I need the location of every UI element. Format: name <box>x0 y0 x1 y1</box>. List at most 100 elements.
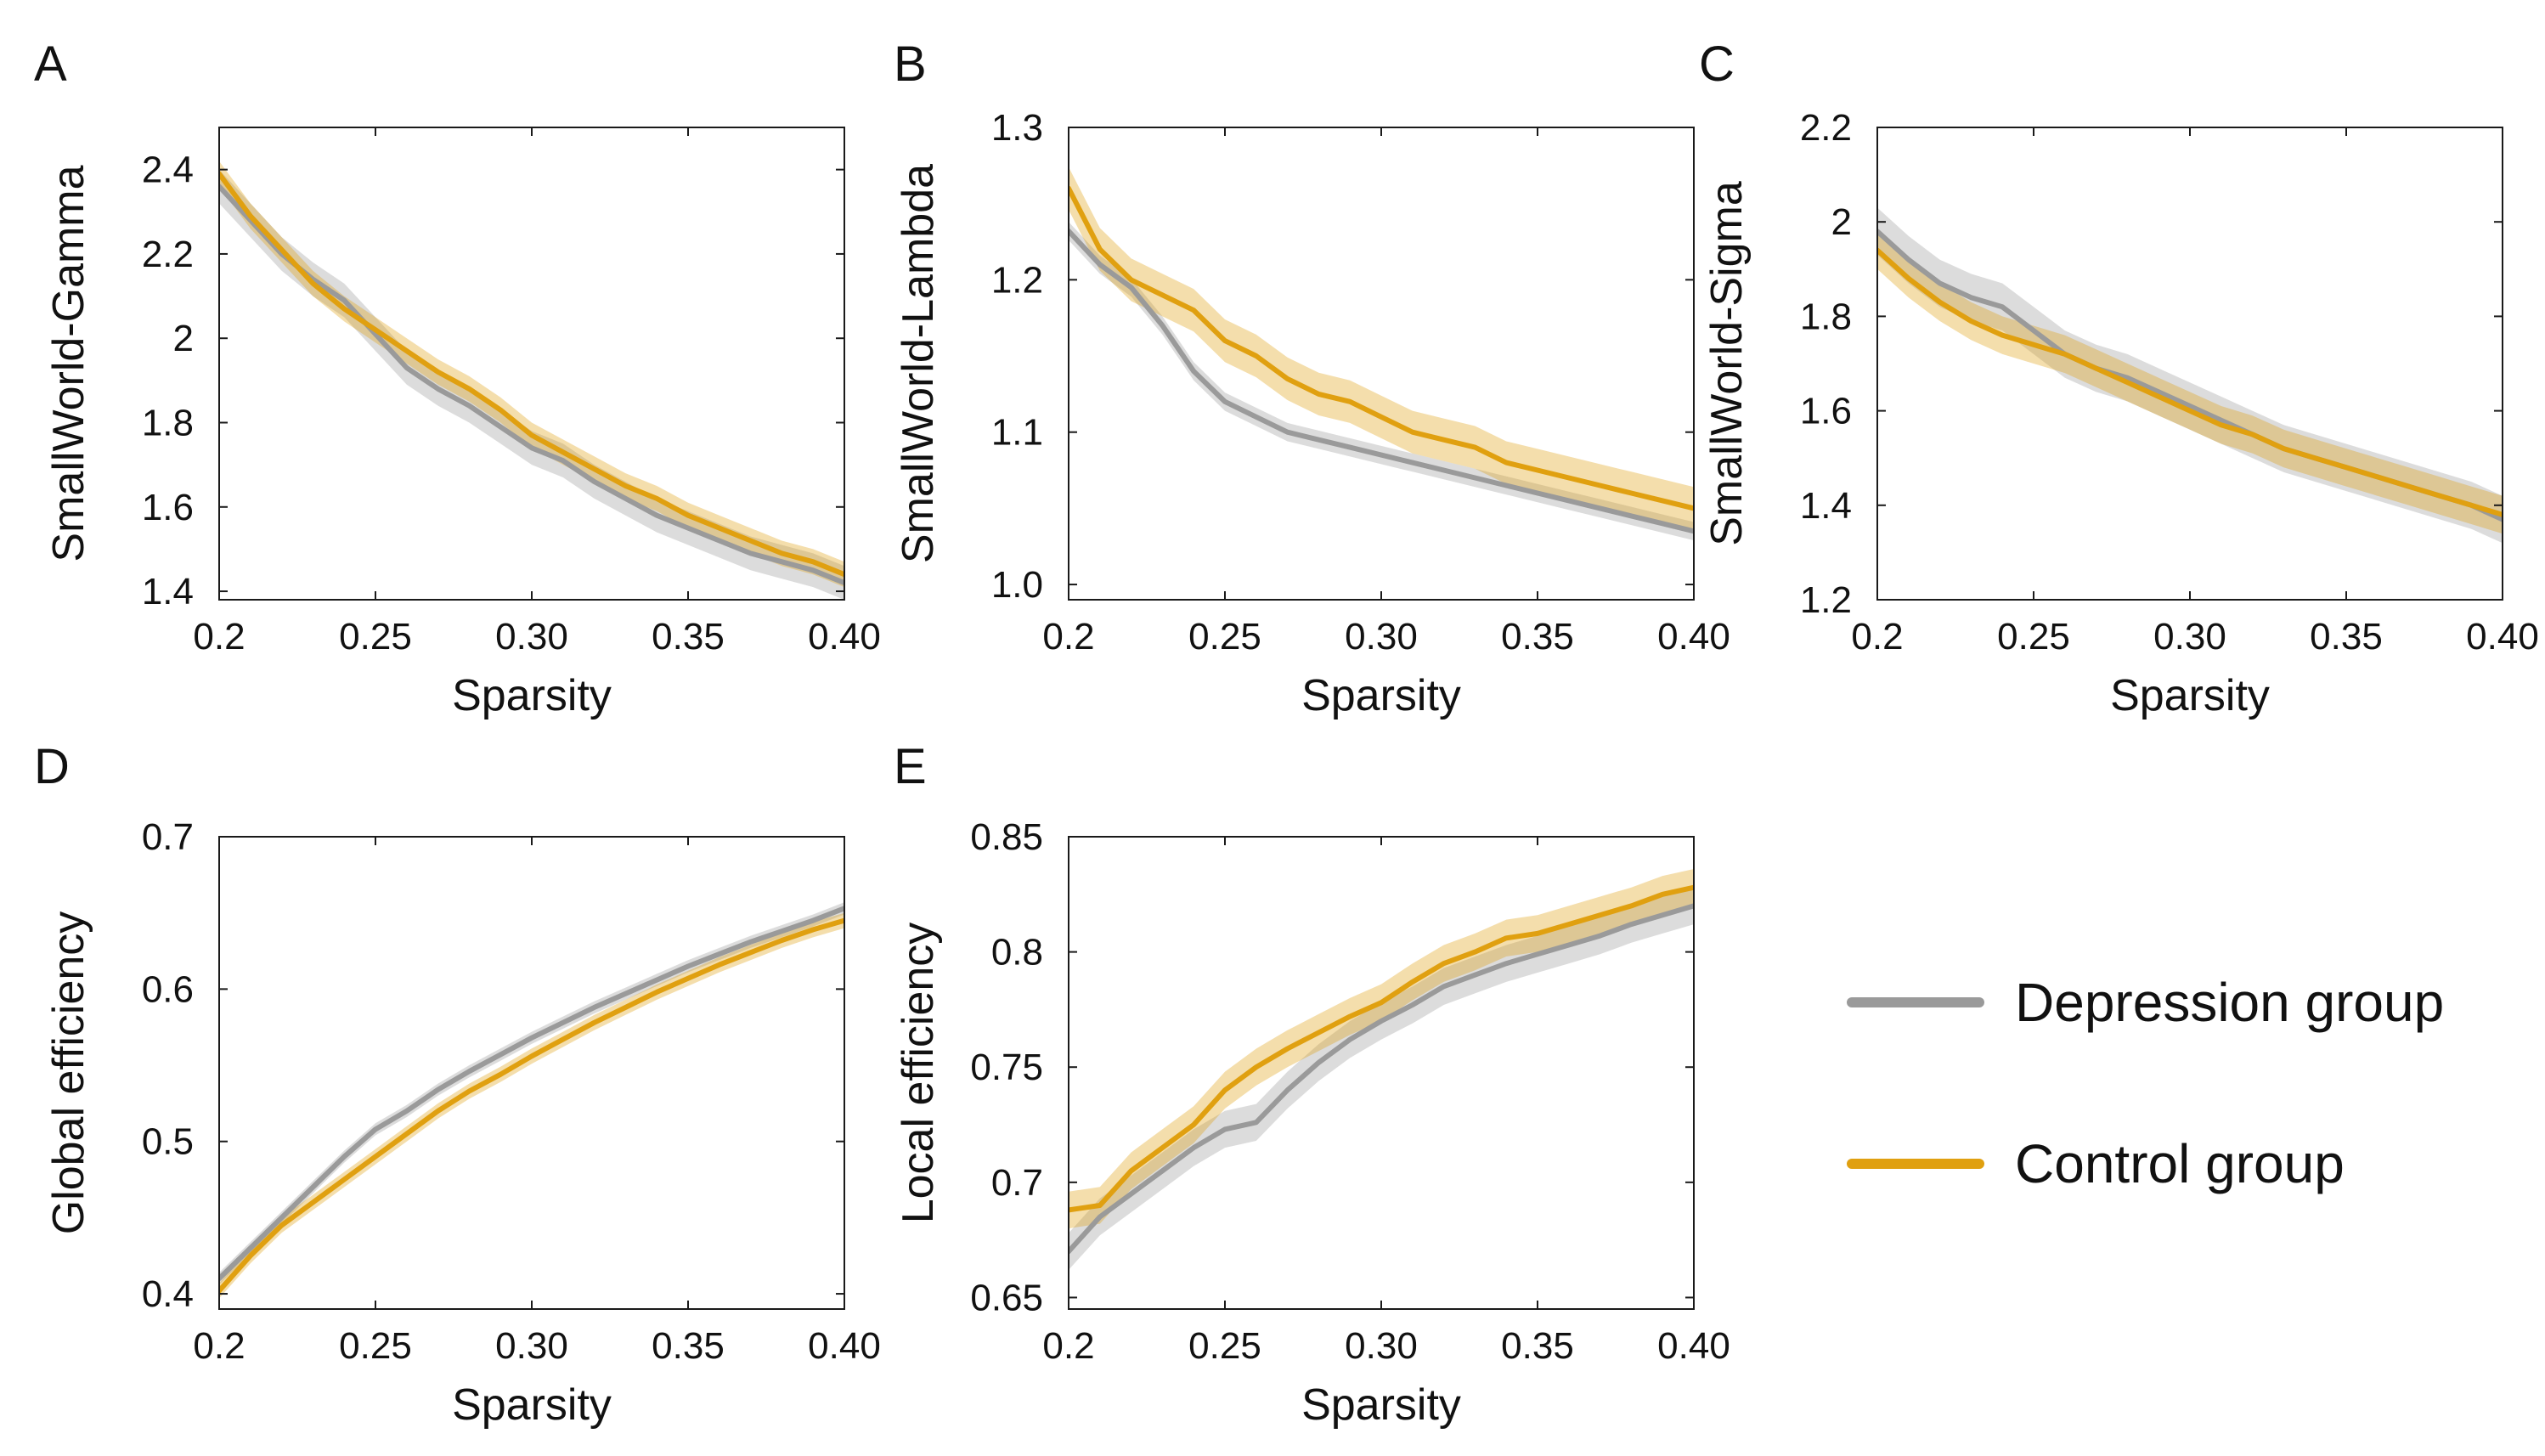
y-axis-label: Global efficiency <box>44 911 93 1235</box>
y-tick-label: 1.6 <box>142 487 194 528</box>
depression-band <box>219 169 844 600</box>
y-tick-label: 1.8 <box>142 403 194 444</box>
axes-frame <box>1876 127 2503 601</box>
y-tick-label: 0.85 <box>970 816 1043 858</box>
x-tick-label: 0.25 <box>339 616 412 657</box>
y-tick-label: 1.2 <box>991 259 1043 301</box>
data-layer <box>1069 869 1694 1270</box>
x-tick-label: 0.35 <box>1501 616 1574 657</box>
control-band <box>1877 231 2503 534</box>
x-tick-label: 0.2 <box>193 616 245 657</box>
x-tick-label: 0.35 <box>2310 616 2383 657</box>
x-tick-label: 0.25 <box>339 1325 412 1367</box>
x-tick-label: 0.30 <box>2153 616 2226 657</box>
y-tick-label: 1.4 <box>142 571 194 612</box>
y-tick-label: 2 <box>1831 201 1852 243</box>
x-tick-label: 0.30 <box>1345 1325 1418 1367</box>
x-tick-label: 0.35 <box>652 1325 725 1367</box>
legend-control-label: Control group <box>2015 1133 2345 1194</box>
legend-depression-label: Depression group <box>2015 972 2444 1033</box>
control-series-line <box>219 917 844 1294</box>
y-tick-label: 0.7 <box>142 816 194 858</box>
depression-series-line <box>1069 903 1694 1255</box>
panel-a: A 0.2 0.25 0.30 0.35 0.40 1.4 1.6 1.8 2 2.2 2.4 Spar… <box>34 37 881 720</box>
panel-e: E 0.2 0.25 0.30 0.35 0.40 0.65 0.7 0.75 0.8 0.85 Sp… <box>894 739 1730 1430</box>
x-tick-label: 0.2 <box>1042 1325 1094 1367</box>
panel-letter: D <box>34 739 70 794</box>
y-tick-label: 0.8 <box>991 932 1043 973</box>
y-tick-label: 0.5 <box>142 1121 194 1163</box>
y-tick-label: 1.6 <box>1800 391 1852 432</box>
x-axis-label: Sparsity <box>1301 671 1461 720</box>
axes-frame <box>218 836 845 1310</box>
y-tick-label: 2.2 <box>142 234 194 275</box>
y-tick-label: 2 <box>173 318 194 359</box>
x-tick-label: 0.30 <box>1345 616 1418 657</box>
depression-series-line <box>219 906 844 1282</box>
panel-letter: A <box>34 37 67 92</box>
y-axis-label: SmallWorld-Lambda <box>894 164 943 563</box>
y-tick-label: 0.4 <box>142 1273 194 1315</box>
x-tick-label: 0.40 <box>808 1325 881 1367</box>
control-band <box>219 912 844 1299</box>
panel-c: C 0.2 0.25 0.30 0.35 0.40 1.2 1.4 1.6 1.8 2 2.2 Spar… <box>1699 37 2539 720</box>
control-band <box>219 161 844 588</box>
axes-frame <box>1068 127 1695 601</box>
panel-letter: C <box>1699 37 1735 92</box>
x-tick-label: 0.30 <box>495 1325 568 1367</box>
data-layer <box>219 161 844 600</box>
x-tick-label: 0.2 <box>1042 616 1094 657</box>
y-axis-label: SmallWorld-Gamma <box>44 165 93 562</box>
x-tick-label: 0.2 <box>1851 616 1903 657</box>
x-tick-label: 0.30 <box>495 616 568 657</box>
y-tick-label: 1.8 <box>1800 296 1852 337</box>
x-tick-label: 0.25 <box>1188 1325 1261 1367</box>
x-axis-label: Sparsity <box>452 671 612 720</box>
y-axis-label: SmallWorld-Sigma <box>1702 181 1752 546</box>
y-tick-label: 1.4 <box>1800 485 1852 527</box>
x-tick-label: 0.35 <box>652 616 725 657</box>
panel-b: B 0.2 0.25 0.30 0.35 0.40 1.0 1.1 1.2 1.3 Sparsity… <box>894 37 1730 720</box>
x-axis-label: Sparsity <box>2110 671 2270 720</box>
x-tick-label: 0.25 <box>1997 616 2070 657</box>
panel-letter: E <box>894 739 927 794</box>
depression-series-line <box>219 183 844 586</box>
depression-band <box>1069 887 1694 1270</box>
y-tick-label: 0.65 <box>970 1277 1043 1318</box>
y-tick-label: 1.2 <box>1800 579 1852 621</box>
x-tick-label: 0.40 <box>1657 1325 1730 1367</box>
y-tick-label: 1.0 <box>991 564 1043 606</box>
x-tick-label: 0.40 <box>808 616 881 657</box>
y-tick-label: 0.6 <box>142 968 194 1010</box>
panel-letter: B <box>894 37 927 92</box>
control-series-line <box>1069 185 1694 511</box>
x-tick-label: 0.35 <box>1501 1325 1574 1367</box>
x-axis-label: Sparsity <box>1301 1380 1461 1430</box>
x-tick-label: 0.40 <box>2466 616 2539 657</box>
y-tick-label: 2.2 <box>1800 107 1852 149</box>
depression-series-line <box>1069 229 1694 534</box>
depression-band <box>1877 207 2503 544</box>
depression-band <box>1069 222 1694 541</box>
y-tick-label: 1.3 <box>991 107 1043 149</box>
x-tick-label: 0.2 <box>193 1325 245 1367</box>
y-axis-label: Local efficiency <box>894 923 943 1224</box>
control-band <box>1069 166 1694 530</box>
data-layer <box>1069 166 1694 541</box>
control-series-line <box>1069 884 1694 1213</box>
panel-d: D 0.2 0.25 0.30 0.35 0.40 0.4 0.5 0.6 0.7 Sparsity… <box>34 739 881 1430</box>
y-tick-label: 0.7 <box>991 1162 1043 1204</box>
control-series-line <box>219 171 844 578</box>
x-tick-label: 0.40 <box>1657 616 1730 657</box>
y-tick-label: 1.1 <box>991 412 1043 454</box>
panels: A 0.2 0.25 0.30 0.35 0.40 1.4 1.6 1.8 2 2.2 2.4 Spar… <box>34 37 2539 1430</box>
x-tick-label: 0.25 <box>1188 616 1261 657</box>
control-series-line <box>1877 247 2503 517</box>
y-tick-label: 2.4 <box>142 150 194 191</box>
data-layer <box>1877 207 2503 544</box>
legend: Depression group Control group <box>1847 972 2444 1194</box>
x-axis-label: Sparsity <box>452 1380 612 1430</box>
y-tick-label: 0.75 <box>970 1047 1043 1088</box>
data-layer <box>219 902 844 1299</box>
